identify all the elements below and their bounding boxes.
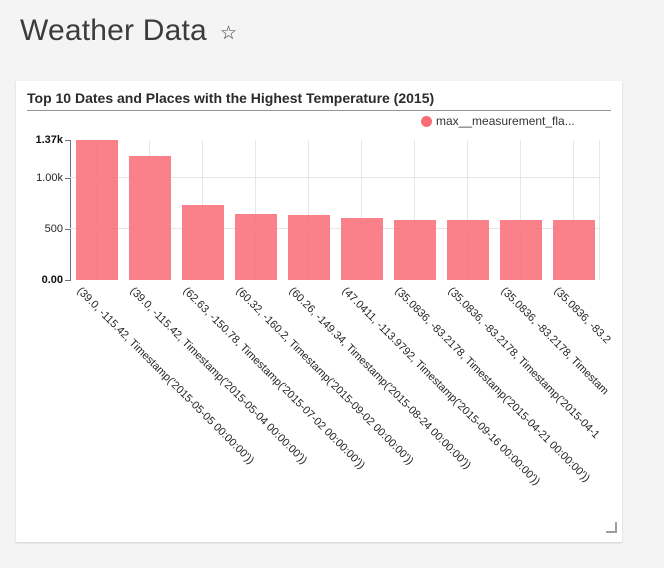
y-axis-tick xyxy=(65,177,70,179)
page-header: Weather Data ☆ xyxy=(20,14,237,48)
resize-handle-icon[interactable] xyxy=(606,522,617,533)
x-axis-label: (35.0836, -83.2178, Timestamp('2015-04-2… xyxy=(392,285,592,485)
x-axis-label: (60.32, -160.2, Timestamp('2015-09-02 00… xyxy=(233,285,416,468)
x-axis-label: (62.63, -150.78, Timestamp('2015-07-02 0… xyxy=(180,285,367,472)
bar[interactable] xyxy=(287,214,330,280)
plot-right-border xyxy=(599,140,600,280)
y-grid-line xyxy=(70,228,600,230)
x-axis-label: (39.0, -115.42, Timestamp('2015-05-04 00… xyxy=(127,285,309,467)
y-axis-tick xyxy=(65,140,70,141)
bar[interactable] xyxy=(393,219,436,280)
bar[interactable] xyxy=(552,219,595,280)
star-favorite-icon[interactable]: ☆ xyxy=(219,23,237,44)
legend-series-label: max__measurement_fla... xyxy=(436,114,575,128)
y-axis-line xyxy=(70,140,71,281)
bar[interactable] xyxy=(340,218,383,280)
x-grid-line xyxy=(255,140,256,280)
legend-series-dot-icon xyxy=(421,115,432,127)
x-axis-label: (47.0411, -113.9792, Timestamp('2015-09-… xyxy=(339,285,542,488)
y-axis-label: 0.00 xyxy=(41,274,63,286)
bar[interactable] xyxy=(234,213,277,280)
x-grid-line xyxy=(467,140,468,280)
y-axis-label: 1.00k xyxy=(36,171,63,184)
x-grid-line xyxy=(573,140,574,280)
page-title: Weather Data xyxy=(20,14,207,47)
bar[interactable] xyxy=(75,140,118,280)
y-axis-label: 1.37k xyxy=(35,134,63,146)
y-axis-label: 500 xyxy=(44,222,63,235)
bar[interactable] xyxy=(181,204,224,280)
x-axis-label: (60.26, -149.34, Timestamp('2015-08-24 0… xyxy=(286,285,473,472)
y-grid-line xyxy=(70,177,600,179)
chart-card: Top 10 Dates and Places with the Highest… xyxy=(16,81,622,542)
y-axis-tick xyxy=(65,280,70,281)
bar[interactable] xyxy=(499,219,542,280)
x-axis-label: (35.0836, -83.2178, Timestam xyxy=(498,285,611,398)
bar[interactable] xyxy=(446,219,489,280)
x-grid-line xyxy=(361,140,362,280)
x-axis-label: (35.0836, -83.2 xyxy=(551,285,613,347)
title-divider xyxy=(27,110,611,111)
chart-title: Top 10 Dates and Places with the Highest… xyxy=(27,90,435,106)
y-axis-tick xyxy=(65,228,70,230)
chart-plot-area xyxy=(70,140,600,280)
x-grid-line xyxy=(520,140,521,280)
x-grid-line xyxy=(308,140,309,280)
x-axis-label: (39.0, -115.42, Timestamp('2015-05-05 00… xyxy=(74,285,256,467)
x-grid-line xyxy=(414,140,415,280)
bar[interactable] xyxy=(128,156,171,280)
chart-legend[interactable]: max__measurement_fla... xyxy=(421,114,575,128)
